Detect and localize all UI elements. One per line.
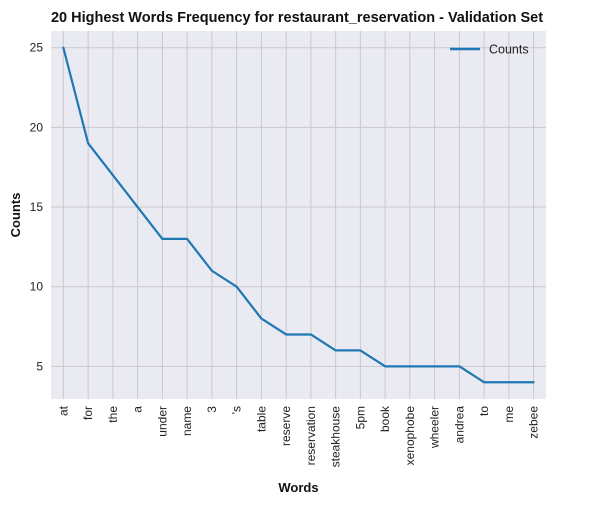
data-point-13 <box>384 365 386 367</box>
y-tick-label-10: 10 <box>30 280 44 294</box>
x-tick-label-18: me <box>502 406 516 423</box>
x-tick-label-13: book <box>378 405 392 432</box>
data-point-19 <box>533 381 535 383</box>
data-point-5 <box>186 238 188 240</box>
chart-title: 20 Highest Words Frequency for restauran… <box>51 10 543 26</box>
x-tick-label-10: reservation <box>304 406 318 465</box>
x-tick-label-4: under <box>155 406 169 437</box>
data-point-6 <box>211 270 213 272</box>
x-tick-label-1: for <box>81 406 95 420</box>
x-tick-label-9: reserve <box>279 406 293 446</box>
data-point-3 <box>137 206 139 208</box>
legend: Counts <box>450 43 529 57</box>
x-tick-label-2: the <box>106 406 120 423</box>
data-point-14 <box>409 365 411 367</box>
data-point-12 <box>359 349 361 351</box>
x-axis-label: Words <box>278 480 318 495</box>
data-point-1 <box>87 142 89 144</box>
series-line-counts <box>62 46 535 384</box>
x-tick-label-6: 3 <box>205 406 219 413</box>
series-layer <box>62 46 535 384</box>
y-tick-label-25: 25 <box>30 41 44 55</box>
plot-area <box>51 31 546 399</box>
y-tick-labels: 5 10 15 20 25 <box>30 41 44 374</box>
y-tick-label-5: 5 <box>36 359 43 373</box>
data-point-18 <box>508 381 510 383</box>
data-point-0 <box>62 47 64 49</box>
x-tick-label-8: table <box>254 406 268 432</box>
x-tick-label-0: at <box>56 405 70 416</box>
x-tick-label-16: andrea <box>452 406 466 444</box>
x-tick-label-3: a <box>131 406 145 413</box>
data-point-9 <box>285 333 287 335</box>
x-tick-label-17: to <box>477 406 491 416</box>
legend-label-counts: Counts <box>489 43 529 57</box>
y-axis-label: Counts <box>8 193 23 238</box>
data-point-16 <box>458 365 460 367</box>
data-point-8 <box>260 318 262 320</box>
data-point-17 <box>483 381 485 383</box>
x-tick-label-11: steakhouse <box>329 406 343 468</box>
x-tick-label-15: wheeler <box>428 406 442 449</box>
y-tick-label-15: 15 <box>30 200 44 214</box>
data-point-15 <box>434 365 436 367</box>
data-point-7 <box>236 286 238 288</box>
x-tick-label-12: 5pm <box>353 406 367 429</box>
y-tick-label-20: 20 <box>30 120 44 134</box>
grid <box>51 31 546 399</box>
data-point-10 <box>310 333 312 335</box>
data-point-4 <box>161 238 163 240</box>
x-tick-label-19: zebee <box>527 406 541 439</box>
x-tick-label-14: xenophobe <box>403 406 417 466</box>
data-point-11 <box>335 349 337 351</box>
x-tick-labels: at for the a under name 3 's table reserve reserva… <box>56 405 540 467</box>
data-point-2 <box>112 174 114 176</box>
x-tick-label-7: 's <box>230 406 244 414</box>
x-tick-label-5: name <box>180 406 194 436</box>
